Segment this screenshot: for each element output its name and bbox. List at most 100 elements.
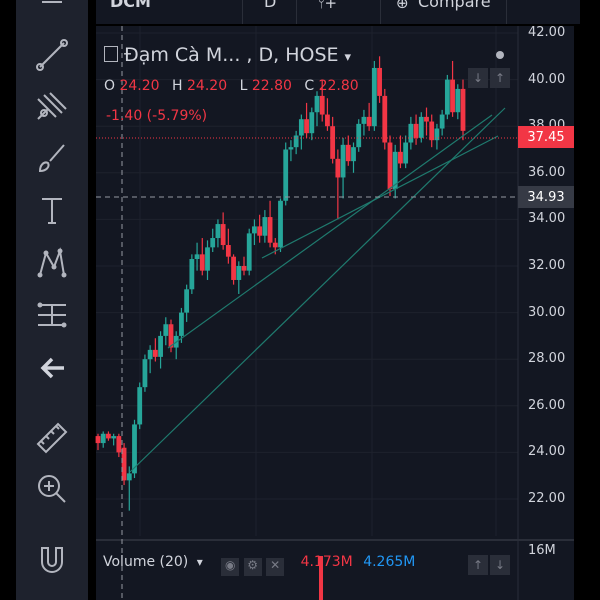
close-icon[interactable]: ✕ (266, 558, 285, 576)
candle-body (147, 349, 153, 360)
candle-body (278, 200, 283, 248)
candle-body (137, 387, 143, 425)
candle-body (450, 79, 455, 113)
volume-bar (319, 556, 323, 600)
ohlc-values: O 24.20 H 24.20 L 22.80 C 22.80 (104, 78, 367, 94)
indicators-icon[interactable]: ⫯+ (318, 0, 338, 12)
symbol-title: Đạm Cà M... , D, HOSE (124, 44, 339, 66)
candle-body (121, 447, 127, 481)
more-dot-icon[interactable] (496, 51, 504, 59)
candle-body (184, 289, 190, 313)
scroll-up-icon[interactable]: ↑ (490, 68, 510, 88)
candle-body (236, 266, 242, 280)
compare-button[interactable]: Compare (418, 0, 491, 11)
candle-body (398, 151, 403, 164)
pitchfork-icon[interactable] (30, 85, 74, 129)
trend-line-icon[interactable] (30, 33, 74, 77)
price-tick-label: 36.00 (528, 164, 566, 180)
trend-lines-group (96, 26, 518, 600)
candle-body (330, 126, 336, 159)
candle-body (126, 473, 132, 481)
price-tick-label: 34.00 (528, 211, 566, 227)
pane-up-icon[interactable]: ↑ (468, 555, 488, 575)
volume-value-2: 4.265M (363, 554, 416, 570)
price-tick-label: 22.00 (528, 491, 566, 506)
price-tick-label: 24.00 (528, 444, 566, 460)
compare-plus-icon[interactable]: ⊕ (396, 0, 409, 12)
price-tick-label: 40.00 (528, 71, 566, 87)
high-value: 24.20 (187, 78, 228, 94)
candle-body (444, 79, 450, 115)
divider (296, 0, 297, 24)
candle-body (439, 114, 445, 129)
candle-body (371, 67, 377, 127)
candle-body (267, 217, 273, 243)
prediction-icon[interactable] (30, 293, 74, 337)
grid-lines (96, 26, 574, 600)
symbol-search-button[interactable]: DCM (110, 0, 151, 11)
candle-body (179, 312, 184, 336)
candle-body (205, 247, 210, 271)
candle-body (152, 349, 158, 357)
candle-body (455, 88, 461, 113)
price-tick-label: 28.00 (528, 351, 566, 367)
trend-line (167, 114, 493, 349)
candle-body (257, 226, 263, 236)
pane-down-icon[interactable]: ↓ (490, 555, 510, 575)
candle-body (382, 95, 388, 143)
ruler-icon[interactable] (30, 416, 74, 460)
candle-body (116, 436, 122, 453)
candle-body (418, 116, 424, 138)
candle-body (252, 226, 257, 234)
candle-body (220, 224, 226, 246)
candle-body (194, 254, 200, 260)
volume-value-1: 4.173M (300, 554, 353, 570)
pattern-icon[interactable] (30, 241, 74, 285)
close-value: 22.80 (318, 78, 359, 94)
scroll-down-icon[interactable]: ↓ (468, 68, 488, 88)
magnet-icon[interactable] (30, 538, 74, 582)
chevron-down-icon[interactable]: ▾ (344, 50, 352, 65)
candle-body (460, 88, 466, 131)
candle-body (210, 238, 216, 248)
volume-group (319, 556, 323, 600)
candles-group (95, 56, 466, 511)
brush-icon[interactable] (30, 137, 74, 181)
candle-body (298, 119, 304, 136)
symbol-legend[interactable]: Đạm Cà M... , D, HOSE ▾ (104, 44, 351, 66)
back-arrow-icon[interactable] (30, 346, 74, 390)
gear-icon[interactable]: ⚙ (243, 558, 262, 576)
high-label: H (172, 78, 183, 94)
open-value: 24.20 (119, 78, 160, 94)
price-tick-label: 30.00 (528, 304, 566, 320)
candle-body (403, 142, 409, 164)
candle-body (100, 433, 106, 444)
candle-body (262, 217, 268, 236)
volume-legend[interactable]: Volume (20) ▾ ◉ ⚙ ✕ 4.173M 4.265M (103, 554, 415, 576)
eye-icon[interactable]: ◉ (221, 558, 240, 576)
candle-body (293, 135, 299, 148)
chart-settings-icon[interactable] (104, 46, 118, 62)
candle-body (95, 436, 101, 444)
interval-button[interactable]: D (264, 0, 277, 11)
divider (506, 0, 507, 24)
chevron-down-icon[interactable]: ▾ (196, 555, 203, 569)
candle-body (319, 95, 325, 115)
candle-body (309, 112, 315, 134)
candle-body (163, 324, 169, 336)
candle-body (215, 224, 221, 239)
candle-body (283, 149, 289, 201)
text-icon[interactable] (30, 189, 74, 233)
candle-body (189, 259, 195, 290)
zoom-in-icon[interactable] (30, 467, 74, 511)
divider (242, 0, 243, 24)
candle-body (351, 147, 356, 162)
candle-body (246, 233, 252, 271)
candle-body (434, 128, 440, 141)
candle-body (106, 433, 111, 439)
crosshair-icon[interactable] (30, 0, 74, 28)
open-label: O (104, 78, 116, 94)
candle-body (424, 116, 429, 122)
candle-body (377, 67, 382, 96)
